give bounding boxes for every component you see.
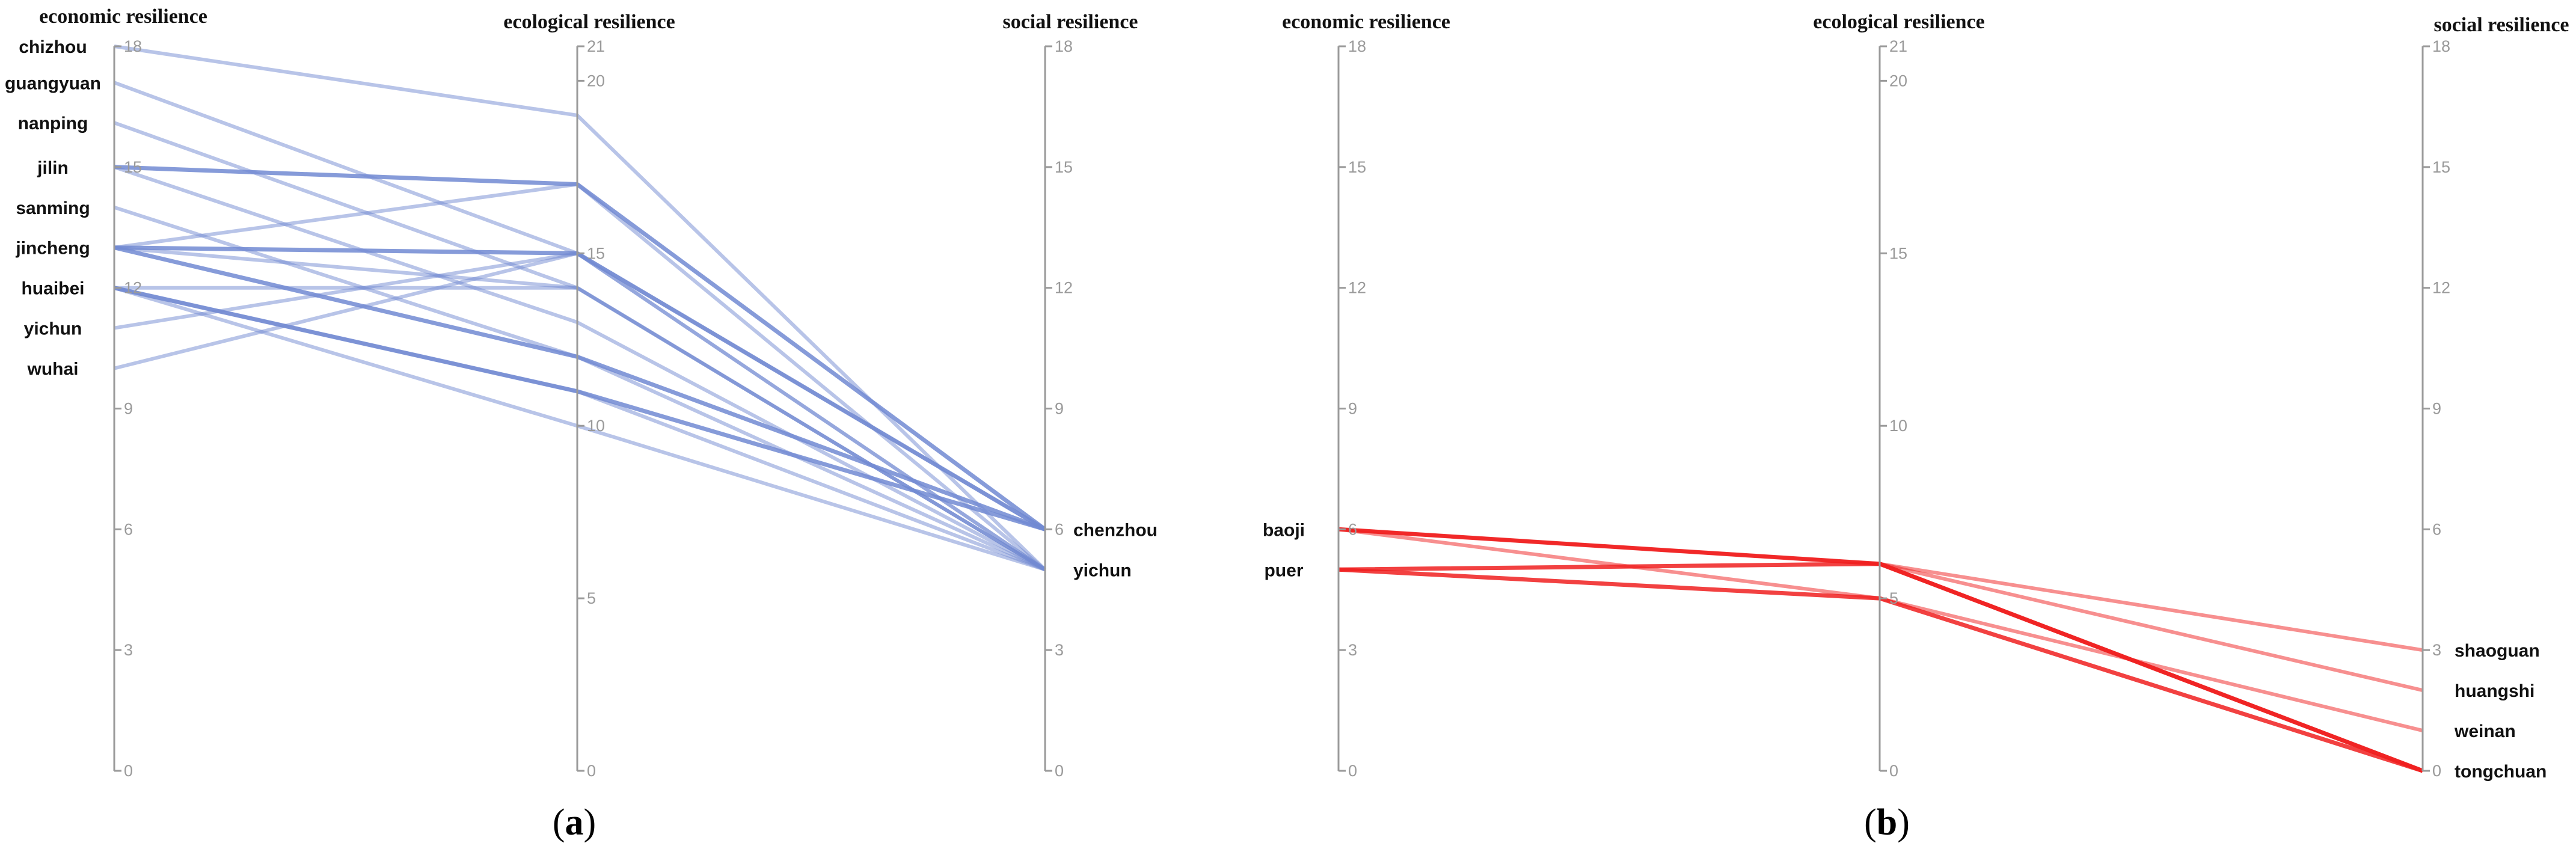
panel-a-city-label-jilin: jilin xyxy=(37,158,69,178)
panel-a-city-label-chizhou: chizhou xyxy=(19,37,87,57)
panel-b-social-resilience-axis-tick-label-0: 0 xyxy=(2432,762,2441,780)
panel-b-social-resilience-axis-title: social resilience xyxy=(2433,14,2569,36)
panel-b-city-label-shaoguan: shaoguan xyxy=(2455,641,2540,661)
panel-a-economic-resilience-axis-tick-label-6: 6 xyxy=(124,520,133,538)
panel-a-ecological-resilience-axis-tick-label-20: 20 xyxy=(587,72,605,90)
panel-b-social-resilience-axis-tick-label-18: 18 xyxy=(2432,37,2450,55)
panel-a-economic-resilience-axis-tick-label-9: 9 xyxy=(124,400,133,418)
panel-a-city-label-sanming: sanming xyxy=(16,198,90,218)
panel-b-economic-resilience-axis-title: economic resilience xyxy=(1282,11,1450,33)
panel-a-city-label-yichun: yichun xyxy=(1073,560,1132,580)
panel-b-economic-resilience-axis-tick-label-6: 6 xyxy=(1348,520,1357,538)
panel-a-city-label-huaibei: huaibei xyxy=(21,279,84,299)
panel-a-social-resilience-axis-tick-label-3: 3 xyxy=(1055,641,1064,659)
panel-a-social-resilience-axis-tick-label-18: 18 xyxy=(1055,37,1073,55)
panel-b-city-label-puer: puer xyxy=(1264,560,1303,580)
panel-a-city-label-yichun: yichun xyxy=(24,319,82,339)
panel-a-lines xyxy=(113,44,1047,572)
panel-a-city-label-jincheng: jincheng xyxy=(15,239,90,259)
panel-b-economic-resilience-axis-tick-label-12: 12 xyxy=(1348,279,1366,297)
panel-a-ecological-resilience-axis-tick-label-15: 15 xyxy=(587,244,605,262)
panel-b-social-resilience-axis: 0 3 6 9 12 15 18 xyxy=(2421,37,2450,780)
panel-b-ecological-resilience-axis-tick-label-15: 15 xyxy=(1889,244,1907,262)
panel-b-city-label-baoji: baoji xyxy=(1263,520,1305,540)
panel-a-social-resilience-axis-title: social resilience xyxy=(1002,11,1138,33)
panel-b-ecological-resilience-axis-tick-label-10: 10 xyxy=(1889,417,1907,435)
panel-a-series-line-1 xyxy=(114,44,1047,571)
panel-a-economic-resilience-axis-tick-label-0: 0 xyxy=(124,762,133,780)
panel-a-ecological-resilience-axis-tick-label-21: 21 xyxy=(587,37,605,55)
panel-b-economic-resilience-axis-tick-label-0: 0 xyxy=(1348,762,1357,780)
panel-a-city-label-chenzhou: chenzhou xyxy=(1073,520,1158,540)
panel-a-city-label-nanping: nanping xyxy=(18,114,88,133)
panel-a-series-line-3 xyxy=(113,121,1046,571)
panel-b-ecological-resilience-axis-tick-label-21: 21 xyxy=(1889,37,1907,55)
panel-a-ecological-resilience-axis-tick-label-0: 0 xyxy=(587,762,596,780)
panel-a-series-line-9 xyxy=(114,182,1046,571)
panel-b-social-resilience-axis-tick-label-12: 12 xyxy=(2432,279,2450,297)
panel-a-economic-resilience-axis-tick-label-15: 15 xyxy=(124,158,142,176)
panel-a-social-resilience-axis-tick-label-6: 6 xyxy=(1055,520,1064,538)
panel-a-economic-resilience-axis-tick-label-18: 18 xyxy=(124,37,142,55)
panel-b-social-resilience-axis-tick-label-9: 9 xyxy=(2432,400,2441,418)
panel-a-economic-resilience-axis-tick-label-3: 3 xyxy=(124,641,133,659)
panel-a-social-resilience-axis-tick-label-0: 0 xyxy=(1055,762,1064,780)
panel-b-label: (b) xyxy=(1864,802,1910,843)
panel-a-ecological-resilience-axis-tick-label-10: 10 xyxy=(587,417,605,435)
panel-a-social-resilience-axis-tick-label-9: 9 xyxy=(1055,400,1064,418)
panel-a-ecological-resilience-axis: 0 5 10 15 20 21 xyxy=(576,37,605,780)
panel-a-economic-resilience-axis: 0 3 6 9 12 15 18 xyxy=(113,37,142,780)
panel-b-economic-resilience-axis-tick-label-3: 3 xyxy=(1348,641,1357,659)
panel-b-city-label-tongchuan: tongchuan xyxy=(2455,762,2547,782)
panel-b-city-label-weinan: weinan xyxy=(2454,722,2516,741)
panel-a-economic-resilience-axis-tick-label-12: 12 xyxy=(124,279,142,297)
panel-b-social-resilience-axis-tick-label-15: 15 xyxy=(2432,158,2450,176)
panel-b-social-resilience-axis-tick-label-3: 3 xyxy=(2432,641,2441,659)
panel-a-economic-resilience-axis-title: economic resilience xyxy=(39,5,207,28)
panel-b-ecological-resilience-axis-title: ecological resilience xyxy=(1813,11,1984,33)
panel-b-economic-resilience-axis-tick-label-15: 15 xyxy=(1348,158,1366,176)
panel-a-ecological-resilience-axis-title: ecological resilience xyxy=(503,11,675,33)
panel-b-economic-resilience-axis-tick-label-18: 18 xyxy=(1348,37,1366,55)
panel-a-social-resilience-axis-tick-label-12: 12 xyxy=(1055,279,1073,297)
panel-b-social-resilience-axis-tick-label-6: 6 xyxy=(2432,520,2441,538)
panel-b-ecological-resilience-axis: 0 5 10 15 20 21 xyxy=(1878,37,1907,780)
panel-b-ecological-resilience-axis-tick-label-0: 0 xyxy=(1889,762,1898,780)
panel-b-economic-resilience-axis-tick-label-9: 9 xyxy=(1348,400,1357,418)
panel-a-social-resilience-axis: 0 3 6 9 12 15 18 xyxy=(1044,37,1073,780)
panel-a-series-line-15 xyxy=(114,251,1046,571)
panel-b-economic-resilience-axis: 0 3 6 9 12 15 18 xyxy=(1337,37,1366,780)
panel-a-city-label-wuhai: wuhai xyxy=(26,360,78,379)
panel-a-social-resilience-axis-tick-label-15: 15 xyxy=(1055,158,1073,176)
panel-a-series-line-8 xyxy=(114,245,1046,571)
panel-b-city-label-huangshi: huangshi xyxy=(2455,681,2535,701)
panel-b-ecological-resilience-axis-tick-label-5: 5 xyxy=(1889,589,1898,607)
panel-b-ecological-resilience-axis-tick-label-20: 20 xyxy=(1889,72,1907,90)
panel-a-label: (a) xyxy=(553,802,596,843)
panel-a-ecological-resilience-axis-tick-label-5: 5 xyxy=(587,589,596,607)
panel-a-city-label-guangyuan: guangyuan xyxy=(5,73,101,93)
panel-a: 0 3 6 9 12 15 18 economic resilience 0 5 10 15 20 21 e… xyxy=(5,5,1158,843)
panel-b: 0 3 6 9 12 15 18 economic resilience 0 5 10 15 20 21 e… xyxy=(1263,11,2569,843)
